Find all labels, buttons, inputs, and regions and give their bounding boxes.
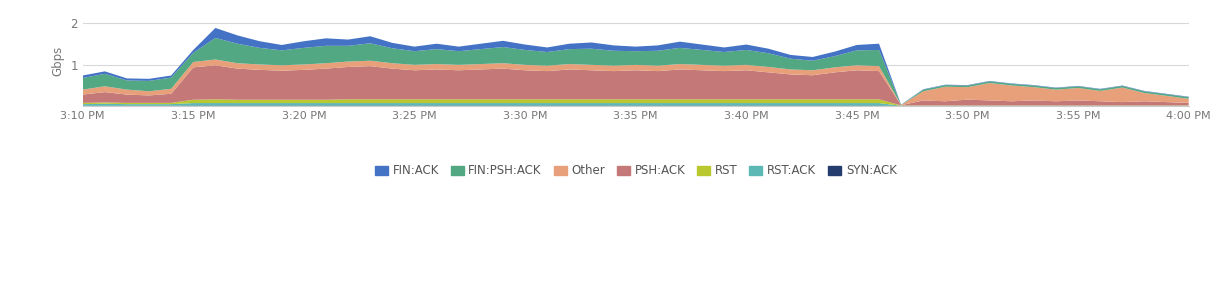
Legend: FIN:ACK, FIN:PSH:ACK, Other, PSH:ACK, RST, RST:ACK, SYN:ACK: FIN:ACK, FIN:PSH:ACK, Other, PSH:ACK, RS… [370,160,901,182]
Y-axis label: Gbps: Gbps [51,46,65,76]
